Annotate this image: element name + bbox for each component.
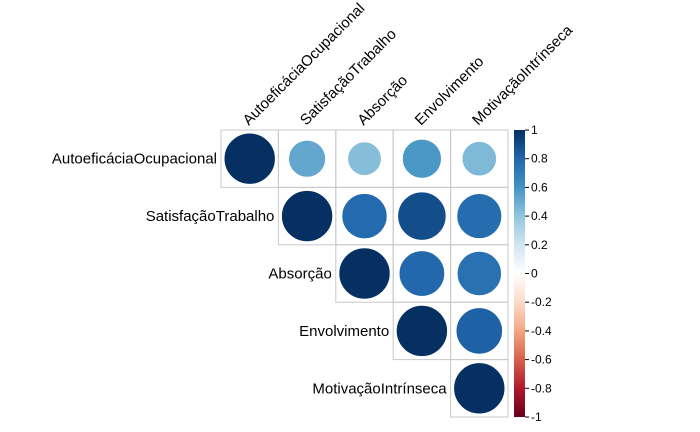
colorbar-tick-label: 0.6 <box>531 180 548 194</box>
colorbar-tick-label: 0.4 <box>531 209 548 223</box>
grid-cell <box>450 359 509 418</box>
correlation-circle <box>396 305 448 357</box>
correlation-circle <box>456 251 502 296</box>
colorbar-tick-label: 0 <box>531 267 538 281</box>
correlation-circle <box>456 193 502 239</box>
row-label: AutoeficáciaOcupacional <box>52 151 217 168</box>
correlation-circle <box>455 307 503 355</box>
column-labels: AutoeficáciaOcupacionalSatisfaçãoTrabalh… <box>240 0 577 129</box>
correlation-circle <box>223 132 276 185</box>
row-label: Envolvimento <box>299 323 389 340</box>
colorbar-tick-label: -0.4 <box>531 324 552 338</box>
row-label: SatisfaçãoTrabalho <box>146 208 275 225</box>
row-labels: AutoeficáciaOcupacional SatisfaçãoTrabalh… <box>52 151 447 398</box>
row-label: MotivaçãoIntrínseca <box>312 380 447 397</box>
correlation-circle <box>461 141 497 177</box>
colorbar: 1 0.8 0.6 0.4 0.2 0 -0.2 -0.4 -0.6 -0.8 -1 <box>514 123 552 424</box>
column-label: SatisfaçãoTrabalho <box>297 26 400 129</box>
column-label: MotivaçãoIntrínseca <box>469 21 576 128</box>
correlation-circle <box>453 362 506 415</box>
colorbar-tick-label: 0.2 <box>531 238 548 252</box>
correlation-circle <box>397 191 447 241</box>
correlation-circle <box>288 140 326 178</box>
correlation-circle <box>338 247 391 300</box>
correlation-circle <box>341 193 388 239</box>
correlation-circle <box>281 190 333 242</box>
correlation-circles <box>223 132 506 415</box>
correlation-circle <box>402 138 442 179</box>
grid-lines <box>220 129 509 418</box>
colorbar-tick-label: -0.8 <box>531 381 552 395</box>
colorbar-tick-label: 1 <box>531 123 538 137</box>
correlation-circle <box>347 141 382 176</box>
colorbar-tick-label: -0.6 <box>531 353 552 367</box>
column-label: Absorção <box>354 72 411 129</box>
correlation-circle <box>398 250 445 297</box>
colorbar-ticks: 1 0.8 0.6 0.4 0.2 0 -0.2 -0.4 -0.6 -0.8 -1 <box>525 123 552 424</box>
row-label: Absorção <box>268 266 331 283</box>
colorbar-tick-label: -0.2 <box>531 295 552 309</box>
colorbar-tick-label: -1 <box>531 410 542 424</box>
colorbar-scale <box>514 130 525 417</box>
colorbar-tick-label: 0.8 <box>531 152 548 166</box>
